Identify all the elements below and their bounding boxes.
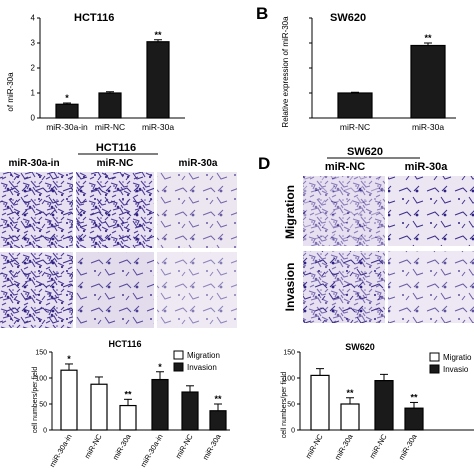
legend-d-swatch-migration: [429, 352, 440, 362]
chart-c-cat-label-0: miR-30a-in: [48, 433, 74, 469]
chart-c-sig-3: *: [158, 362, 162, 372]
chart-c-bar-2: [119, 404, 137, 431]
chart-b-cat-label-1: miR-30a: [412, 122, 444, 132]
chart-c-ytick-label-3: 150: [35, 350, 47, 357]
chart-c-bar-1: [90, 383, 108, 431]
legend-c-swatch-invasion: [173, 362, 184, 372]
panel-b-ylabel: Relative expression of miR-30a: [281, 16, 290, 128]
panel-c-chart-title: HCT116: [108, 339, 141, 349]
chart-a-sig-0: *: [65, 93, 69, 103]
panel-c-ylabel: cell numbers/per field: [32, 367, 39, 434]
chart-a-ytick-label-3: 3: [31, 39, 36, 48]
chart-d-bar-1: [340, 403, 360, 431]
panel-d-chart: SW620 cell numbers/per field 0 50 100 150 mi…: [281, 342, 474, 462]
panel-c-chart: HCT116 cell numbers/per field 0 50 100 150 *…: [32, 339, 230, 469]
chart-a-sig-2: **: [154, 30, 162, 40]
legend-d-label-invasion: Invasio: [443, 365, 469, 374]
chart-b-bar-1: [410, 44, 446, 119]
panel-c-title: HCT116: [96, 142, 136, 154]
panel-c-header-2: miR-NC: [97, 158, 134, 169]
chart-a-bar-2: [146, 41, 170, 119]
panel-d-legend: Migratio Invasio: [429, 352, 472, 374]
chart-a-ytick-label-2: 2: [31, 64, 36, 73]
chart-a: 0 1 2 3 4 * miR-30a-in miR-NC ** miR-30a: [31, 14, 185, 132]
panel-d-header-1: miR-NC: [325, 161, 365, 173]
chart-d-cat-label-3: miR-30a: [397, 432, 419, 462]
chart-a-ytick-label-4: 4: [31, 14, 36, 23]
chart-a-bar-1: [98, 92, 122, 119]
chart-d-ytick-label-1: 50: [287, 402, 295, 409]
chart-c-bar-3: [151, 378, 169, 431]
chart-a-ytick-label-1: 1: [31, 89, 36, 98]
chart-c-cat-label-5: miR-30a: [201, 432, 223, 462]
panel-c-legend: Migration Invasion: [173, 350, 220, 372]
chart-a-cat-label-2: miR-30a: [142, 122, 174, 132]
panel-a: HCT116 of miR-30a 0 1 2 3 4 * miR-30a-in miR-NC…: [6, 12, 185, 132]
chart-a-cat-label-1: miR-NC: [95, 122, 125, 132]
chart-c-ytick-label-1: 50: [39, 402, 47, 409]
chart-c-sig-2: **: [124, 389, 132, 399]
chart-d-sig-3: **: [410, 392, 418, 402]
chart-d-ytick-label-0: 0: [291, 428, 295, 435]
chart-d-cat-label-2: miR-NC: [368, 432, 389, 460]
panel-a-ylabel: of miR-30a: [6, 72, 15, 112]
chart-c-cat-label-3: miR-30a-in: [139, 433, 165, 469]
chart-c-cat-label-4: miR-NC: [174, 432, 195, 460]
panel-d-letter: D: [258, 154, 270, 173]
chart-b-sig-1: **: [424, 33, 432, 43]
chart-c-cat-label-1: miR-NC: [83, 432, 104, 460]
chart-d-ytick-label-2: 100: [283, 376, 295, 383]
chart-d-sig-1: **: [346, 388, 354, 398]
panel-d-ylabel: cell numbers/per field: [281, 372, 288, 439]
chart-d-cat-label-1: miR-30a: [333, 432, 355, 462]
chart-d-bar-2: [374, 380, 394, 431]
panel-c-image-grid: [0, 172, 237, 328]
chart-c-bar-4: [181, 391, 199, 431]
panel-d-micrographs: D SW620 miR-NC miR-30a Migration Invasio…: [258, 146, 474, 323]
chart-b: miR-NC ** miR-30a: [309, 17, 456, 132]
chart-d-bar-0: [310, 374, 330, 431]
panel-d-header-2: miR-30a: [405, 161, 449, 173]
legend-d-label-migration: Migratio: [443, 353, 472, 362]
panel-b-title: SW620: [330, 12, 366, 24]
panel-d-title: SW620: [347, 146, 383, 158]
chart-d-cat-label-0: miR-NC: [304, 432, 325, 460]
panel-c-micrographs: HCT116 miR-30a-in miR-NC miR-30a: [0, 142, 237, 328]
chart-c-sig-5: **: [214, 394, 222, 404]
panel-a-title: HCT116: [74, 12, 114, 24]
legend-c-label-migration: Migration: [187, 351, 220, 360]
panel-d-rowlabel-invasion: Invasion: [283, 263, 297, 312]
panel-b: B SW620 Relative expression of miR-30a m…: [256, 4, 456, 132]
chart-c-bar-5: [209, 410, 227, 431]
panel-d-chart-title: SW620: [345, 342, 375, 352]
chart-b-cat-label-0: miR-NC: [340, 122, 370, 132]
chart-a-ytick-label-0: 0: [31, 114, 36, 123]
chart-b-bar-0: [337, 92, 373, 119]
chart-c-cat-label-2: miR-30a: [111, 432, 133, 462]
panel-c-header-3: miR-30a: [179, 158, 218, 169]
legend-c-swatch-migration: [173, 350, 184, 360]
chart-a-cat-label-0: miR-30a-in: [46, 122, 88, 132]
legend-d-swatch-invasion: [429, 364, 440, 374]
panel-c-header-1: miR-30a-in: [8, 158, 59, 169]
chart-c-ytick-label-0: 0: [43, 428, 47, 435]
chart-d-bar-3: [404, 407, 424, 431]
panel-b-letter: B: [256, 4, 268, 23]
chart-d-ytick-label-3: 150: [283, 350, 295, 357]
legend-c-label-invasion: Invasion: [187, 363, 217, 372]
chart-c-ytick-label-2: 100: [35, 376, 47, 383]
chart-a-bar-0: [55, 103, 79, 119]
panel-d-image-grid: [303, 176, 474, 323]
chart-c-sig-0: *: [67, 354, 71, 364]
panel-d-rowlabel-migration: Migration: [283, 185, 297, 239]
chart-c-bar-0: [60, 369, 78, 431]
